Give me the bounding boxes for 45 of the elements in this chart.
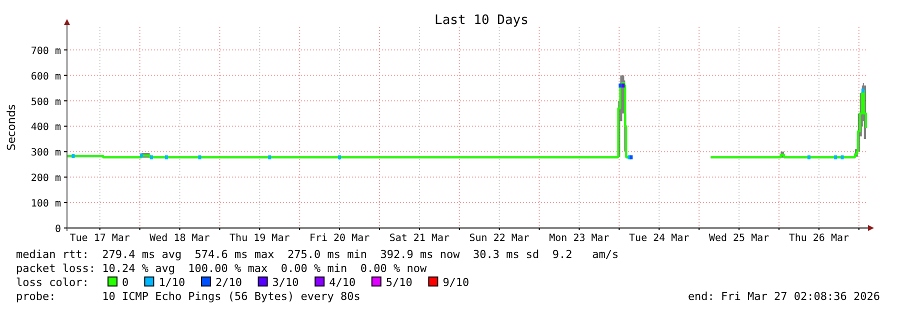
point — [164, 155, 168, 160]
x-tick-label: Wed 25 Mar — [708, 233, 770, 244]
x-tick-label: Tue 17 Mar — [70, 233, 130, 244]
point — [338, 155, 342, 160]
point — [622, 84, 625, 88]
y-tick-label: 400 m — [30, 122, 61, 134]
x-tick-label: Sat 21 Mar — [389, 233, 450, 244]
y-tick-label: 500 m — [30, 96, 61, 108]
y-axis-title: Seconds — [5, 104, 18, 151]
legend-label: 1/10 — [158, 276, 186, 289]
y-tick-label: 600 m — [30, 71, 61, 82]
x-tick-label: Wed 18 Mar — [150, 233, 210, 244]
x-tick-label: Thu 26 Mar — [788, 233, 850, 244]
point — [618, 84, 622, 88]
point — [140, 153, 143, 158]
point — [72, 154, 75, 158]
y-tick-label: 100 m — [30, 198, 61, 210]
text: packet loss: 10.24 % avg 100.00 % max 0.00 % min 0.00 % now — [16, 262, 427, 275]
text: probe: 10 ICMP Echo Pings (56 Bytes) every 80s — [16, 290, 360, 303]
x-tick-label: Sun 22 Mar — [469, 233, 530, 244]
y-tick-label: 0 — [54, 224, 61, 235]
point — [198, 155, 202, 160]
point — [834, 155, 838, 160]
legend-label: 4/10 — [329, 276, 356, 289]
point — [268, 155, 272, 160]
legend-title: loss color: — [16, 276, 89, 289]
text: median rtt: 279.4 ms avg 574.6 ms max 275.0 ms min 392.9 ms now 30.3 ms sd 9.2 am/s — [16, 248, 619, 261]
legend-label: 0 — [122, 276, 129, 289]
x-tick-label: Tue 24 Mar — [629, 233, 690, 244]
legend-label: 2/10 — [216, 276, 242, 289]
x-tick-label: Thu 19 Mar — [230, 233, 290, 244]
text: end: Fri Mar 27 02:08:36 2026 — [688, 290, 880, 303]
y-tick-label: 300 m — [30, 148, 61, 159]
point — [150, 155, 153, 160]
x-tick-label: Fri 20 Mar — [309, 233, 370, 244]
legend-label: 3/10 — [272, 276, 299, 289]
point — [861, 88, 864, 93]
legend-label: 5/10 — [386, 276, 412, 289]
y-tick-label: 200 m — [30, 173, 61, 184]
x-tick-label: Mon 23 Mar — [549, 233, 610, 244]
point — [840, 155, 844, 160]
y-tick-label: 700 m — [30, 46, 61, 57]
legend-label: 9/10 — [442, 276, 470, 289]
point — [807, 155, 810, 160]
chart-title: Last 10 Days — [434, 13, 528, 28]
